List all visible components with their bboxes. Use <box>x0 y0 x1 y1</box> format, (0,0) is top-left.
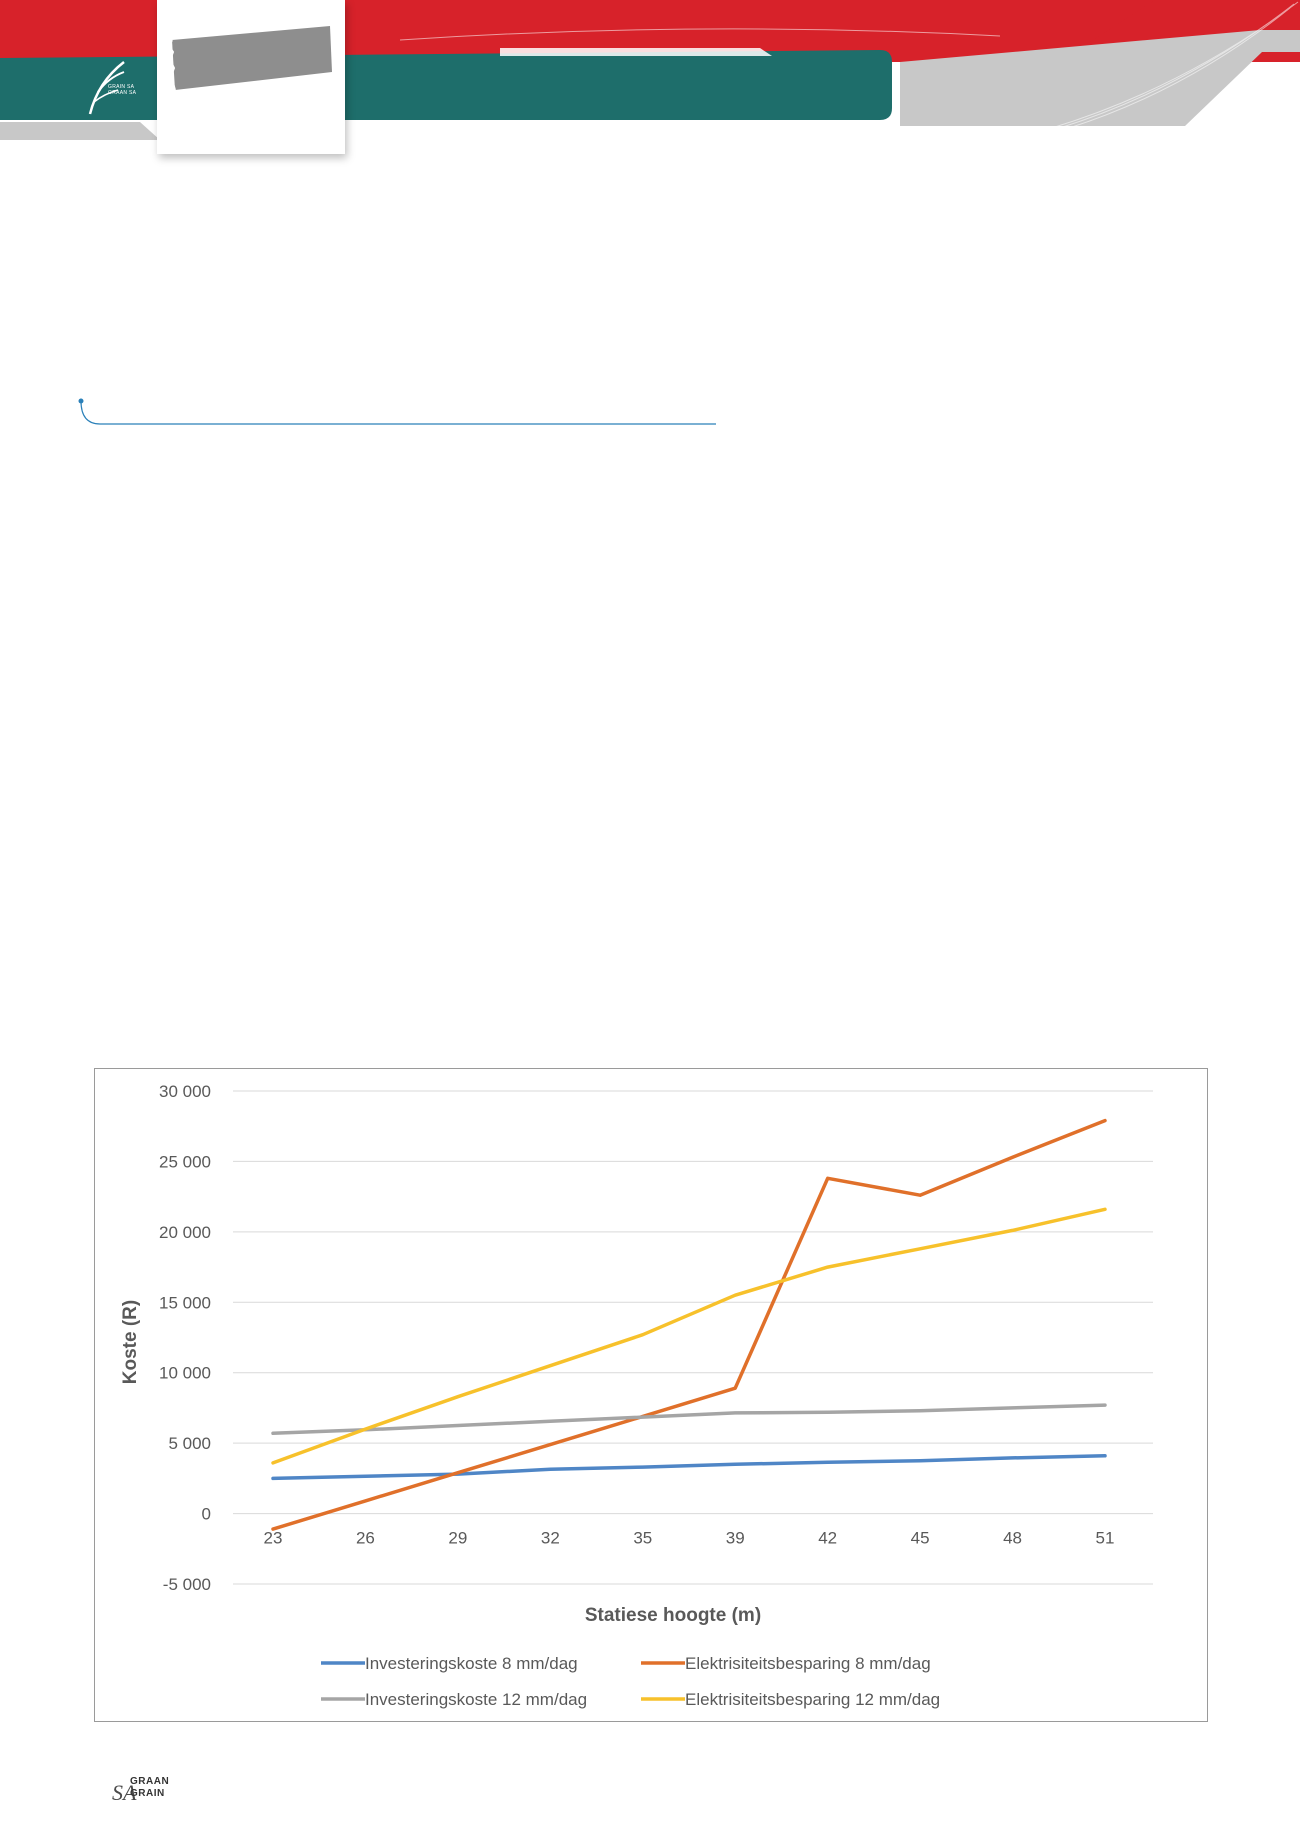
line-chart: 30 000 25 000 20 000 15 000 10 000 5 000 0 -5 0… <box>120 1082 1153 1709</box>
logo-wordmark: GRAIN SA GRAAN SA <box>108 84 148 96</box>
series-lines <box>271 1118 1107 1531</box>
callout-rule <box>78 398 716 425</box>
legend-label: Investeringskoste 8 mm/dag <box>365 1654 578 1673</box>
y-tick-label: -5 000 <box>163 1575 211 1594</box>
x-tick-label: 48 <box>1003 1529 1022 1548</box>
footer-logo-line-1: GRAAN <box>130 1776 170 1787</box>
footer-logo-prefix: SA <box>112 1780 137 1805</box>
gridlines <box>233 1090 1153 1585</box>
y-tick-label: 5 000 <box>168 1434 211 1453</box>
footer-logo-line-2: GRAIN <box>130 1788 165 1799</box>
x-axis-title: Statiese hoogte (m) <box>585 1605 761 1626</box>
x-tick-label: 32 <box>541 1529 560 1548</box>
legend: Investeringskoste 8 mm/dag Elektrisiteits… <box>321 1654 940 1709</box>
legend-label: Elektrisiteitsbesparing 12 mm/dag <box>685 1690 940 1709</box>
legend-label: Elektrisiteitsbesparing 8 mm/dag <box>685 1654 931 1673</box>
white-stripe <box>500 48 772 56</box>
x-tick-label: 39 <box>726 1529 745 1548</box>
legend-label: Investeringskoste 12 mm/dag <box>365 1690 587 1709</box>
y-axis-title: Koste (R) <box>120 1300 141 1384</box>
series-line-4 <box>271 1207 1107 1465</box>
grey-tab <box>0 122 160 140</box>
chart-container: 30 000 25 000 20 000 15 000 10 000 5 000 0 -5 0… <box>94 1068 1208 1722</box>
y-tick-label: 30 000 <box>159 1082 211 1101</box>
y-tick-label: 0 <box>202 1505 211 1524</box>
x-tick-label: 26 <box>356 1529 375 1548</box>
footer-logo: SA GRAAN GRAIN <box>112 1774 202 1805</box>
leaf-logo-icon <box>88 61 125 115</box>
y-tick-label: 25 000 <box>159 1152 211 1171</box>
tape-label <box>167 26 332 91</box>
x-tick-label: 45 <box>911 1529 930 1548</box>
x-tick-label: 29 <box>448 1529 467 1548</box>
logo-line-1: GRAIN SA <box>108 84 135 90</box>
y-tick-label: 20 000 <box>159 1223 211 1242</box>
x-tick-label: 42 <box>818 1529 837 1548</box>
x-tick-label: 35 <box>633 1529 652 1548</box>
x-axis-ticks: 23 26 29 32 35 39 42 45 48 51 <box>264 1529 1115 1548</box>
y-tick-label: 10 000 <box>159 1364 211 1383</box>
section-title-card <box>157 0 345 154</box>
series-line-3 <box>271 1403 1107 1436</box>
swoosh-lines <box>399 1 1299 151</box>
grey-band <box>900 30 1300 126</box>
series-line-1 <box>271 1454 1107 1481</box>
series-line-2 <box>271 1118 1107 1531</box>
x-tick-label: 51 <box>1096 1529 1115 1548</box>
x-tick-label: 23 <box>264 1529 283 1548</box>
y-tick-label: 15 000 <box>159 1293 211 1312</box>
logo-line-2: GRAAN SA <box>108 90 137 96</box>
y-axis-ticks: 30 000 25 000 20 000 15 000 10 000 5 000 0 -5 0… <box>159 1082 211 1594</box>
